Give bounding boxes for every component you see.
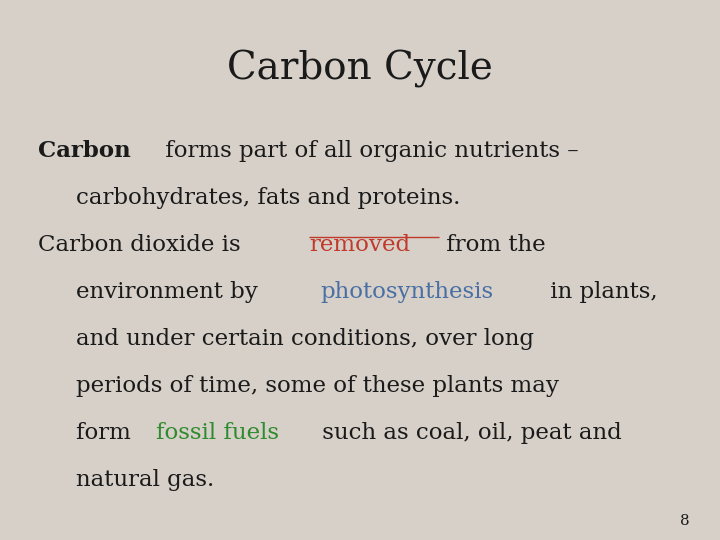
Text: Carbon Cycle: Carbon Cycle [227,50,493,88]
Text: Carbon dioxide is: Carbon dioxide is [38,234,248,256]
Text: fossil fuels: fossil fuels [156,422,279,444]
Text: periods of time, some of these plants may: periods of time, some of these plants ma… [76,375,559,397]
Text: natural gas.: natural gas. [76,469,215,491]
Text: Carbon: Carbon [38,140,131,162]
Text: such as coal, oil, peat and: such as coal, oil, peat and [315,422,621,444]
Text: and under certain conditions, over long: and under certain conditions, over long [76,328,534,350]
Text: from the: from the [439,234,546,256]
Text: environment by: environment by [76,281,265,303]
Text: carbohydrates, fats and proteins.: carbohydrates, fats and proteins. [76,187,460,209]
Text: 8: 8 [680,514,690,528]
Text: forms part of all organic nutrients –: forms part of all organic nutrients – [158,140,578,162]
Text: photosynthesis: photosynthesis [320,281,493,303]
Text: in plants,: in plants, [544,281,658,303]
Text: removed: removed [309,234,410,256]
Text: form: form [76,422,138,444]
